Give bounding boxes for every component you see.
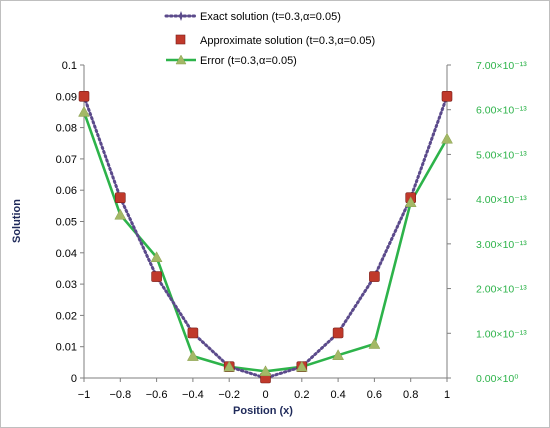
- left-y-tick-label: 0.08: [56, 123, 77, 135]
- right-y-tick-labels: 0.00×10⁰ 1.00×10⁻¹³ 2.00×10⁻¹³ 3.00×10⁻¹³ 4.…: [476, 60, 527, 385]
- right-y-tick-label: 3.00×10⁻¹³: [476, 239, 527, 251]
- approx-point: [332, 327, 344, 339]
- y-axis-title: Solution: [11, 199, 23, 243]
- right-y-tick-label: 0.00×10⁰: [476, 373, 519, 385]
- x-tick-label: −1: [78, 389, 91, 401]
- x-tick-labels: −1 −0.8 −0.6 −0.4 −0.2 0 0.2 0.4 0.6 0.8 1: [78, 389, 450, 401]
- right-y-tick-label: 1.00×10⁻¹³: [476, 328, 527, 340]
- left-y-tick-label: 0.07: [56, 154, 77, 166]
- series-layer: [78, 91, 453, 384]
- left-y-tick-label: 0.1: [62, 60, 77, 72]
- error-point: [404, 196, 417, 208]
- right-y-tick-label: 7.00×10⁻¹³: [476, 60, 527, 72]
- x-tick-label: 0.4: [330, 389, 345, 401]
- left-y-tick-label: 0.01: [56, 342, 77, 354]
- left-y-tick-label: 0.02: [56, 310, 77, 322]
- x-tick-label: 0.8: [403, 389, 418, 401]
- approx-point: [78, 91, 90, 102]
- legend-error-marker: [175, 54, 187, 65]
- legend-error-label: Error (t=0.3,α=0.05): [200, 55, 297, 67]
- legend-exact-marker: [176, 11, 186, 21]
- left-y-tick-label: 0.09: [56, 91, 77, 103]
- x-tick-label: 0: [262, 389, 268, 401]
- axes: [80, 64, 451, 382]
- error-point: [186, 350, 199, 361]
- right-y-tick-label: 6.00×10⁻¹³: [476, 105, 527, 117]
- left-y-tick-label: 0.05: [56, 217, 77, 229]
- error-point: [259, 365, 272, 377]
- legend-exact-label: Exact solution (t=0.3,α=0.05): [200, 11, 341, 23]
- x-tick-label: 0.6: [367, 389, 382, 401]
- error-point: [368, 337, 381, 349]
- x-tick-label: −0.2: [218, 389, 240, 401]
- left-y-tick-labels: 0 0.01 0.02 0.03 0.04 0.05 0.06 0.07 0.08 0.09 0.1: [56, 60, 77, 385]
- x-tick-label: −0.6: [146, 389, 168, 401]
- exact-series-line: [82, 94, 449, 380]
- approx-point: [187, 327, 199, 339]
- error-point: [150, 251, 163, 263]
- legend-approx-label: Approximate solution (t=0.3,α=0.05): [200, 35, 375, 47]
- left-y-tick-label: 0.03: [56, 279, 77, 291]
- left-y-tick-label: 0.06: [56, 185, 77, 197]
- approx-point: [151, 271, 162, 282]
- error-point: [223, 360, 236, 372]
- legend: Exact solution (t=0.3,α=0.05) Approximat…: [164, 11, 375, 67]
- x-tick-label: −0.8: [109, 389, 131, 401]
- x-axis-title: Position (x): [233, 405, 293, 417]
- error-point: [78, 105, 90, 117]
- x-tick-label: 1: [444, 389, 450, 401]
- error-point: [332, 349, 345, 360]
- error-point: [295, 360, 308, 372]
- legend-approx-marker: [175, 34, 186, 45]
- error-series-line: [82, 111, 449, 373]
- x-tick-label: 0.2: [294, 389, 309, 401]
- left-y-tick-label: 0: [71, 373, 77, 385]
- x-tick-label: −0.4: [182, 389, 204, 401]
- approx-point: [441, 91, 453, 102]
- right-y-tick-label: 5.00×10⁻¹³: [476, 149, 527, 161]
- right-y-tick-label: 2.00×10⁻¹³: [476, 284, 527, 296]
- left-y-tick-label: 0.04: [56, 248, 77, 260]
- error-point: [114, 208, 127, 220]
- approx-point: [369, 271, 380, 282]
- error-point: [441, 132, 453, 144]
- approx-point: [115, 192, 126, 204]
- right-y-tick-label: 4.00×10⁻¹³: [476, 194, 527, 206]
